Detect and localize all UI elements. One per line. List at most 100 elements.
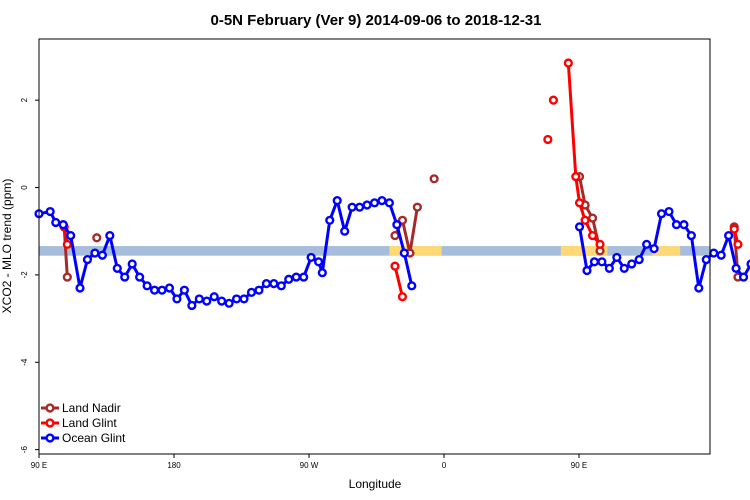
band-highlight	[652, 246, 681, 256]
ocean-glint-point	[604, 263, 614, 273]
ocean-glint-point	[45, 206, 55, 217]
ocean-glint-point	[582, 265, 592, 276]
band-highlight	[389, 246, 442, 256]
ocean-glint-point	[284, 274, 294, 284]
ocean-glint-point	[347, 202, 357, 212]
ocean-glint-point	[574, 222, 585, 232]
legend-label: Land Nadir	[62, 401, 121, 415]
chart-title: 0-5N February (Ver 9) 2014-09-06 to 2018…	[210, 12, 541, 29]
y-tick-label: 2	[20, 97, 29, 102]
land-glint-point	[548, 95, 559, 105]
ocean-glint-point	[75, 283, 85, 293]
land-glint-point	[587, 230, 598, 241]
ocean-glint-point	[701, 255, 711, 265]
ocean-glint-point	[97, 250, 107, 260]
y-tick-label: -4	[20, 358, 29, 366]
land-glint-point	[729, 224, 739, 234]
legend-item-land-nadir: Land Nadir	[41, 401, 121, 415]
legend-item-land-glint: Land Glint	[41, 416, 117, 430]
ocean-glint-point	[306, 252, 316, 263]
ocean-glint-point	[664, 206, 674, 217]
series-layer	[34, 58, 750, 311]
band-base	[39, 246, 710, 256]
land-nadir-point	[92, 233, 102, 243]
ocean-glint-point	[254, 285, 264, 295]
land-glint-point	[543, 134, 553, 145]
legend-swatch-marker	[45, 403, 55, 413]
ocean-glint-point	[90, 248, 100, 258]
land-glint-point	[563, 58, 573, 68]
ocean-glint-point	[384, 198, 395, 208]
ocean-glint-point	[82, 255, 93, 265]
ocean-glint-point	[694, 283, 704, 293]
ocean-glint-point	[135, 272, 145, 282]
ocean-glint-point	[369, 198, 380, 208]
ocean-glint-point	[746, 259, 750, 269]
land-glint-point	[733, 239, 743, 249]
ocean-glint-point	[187, 300, 197, 311]
x-axis: 90 E 180 90 W 0 90 E	[31, 454, 587, 470]
ocean-glint-point	[224, 298, 234, 308]
ocean-glint-point	[58, 220, 68, 230]
plot-frame	[38, 38, 711, 455]
y-tick-label: 0	[20, 185, 29, 190]
series-ocean-glint	[34, 196, 750, 311]
ocean-glint-point	[738, 272, 749, 282]
ocean-glint-point	[724, 230, 734, 241]
x-axis-title: Longitude	[349, 477, 402, 491]
reference-band	[39, 246, 710, 256]
ocean-glint-point	[612, 252, 622, 263]
ocean-glint-point	[627, 259, 637, 269]
ocean-glint-point	[202, 296, 212, 306]
ocean-glint-point	[679, 220, 689, 230]
ocean-glint-point	[313, 257, 324, 267]
y-axis-title: XCO2 - MLO trend (ppm)	[0, 179, 14, 314]
y-axis: 2 0 -2 -4 -6	[20, 97, 39, 453]
ocean-glint-point	[157, 285, 167, 295]
ocean-glint-point	[172, 294, 182, 304]
ocean-glint-point	[239, 294, 249, 304]
ocean-glint-point	[362, 200, 372, 210]
ocean-glint-point	[209, 292, 219, 302]
ocean-glint-point	[686, 230, 696, 241]
ocean-glint-point	[261, 279, 271, 289]
x-tick-label: 90 E	[31, 461, 47, 470]
legend-label: Land Glint	[62, 416, 117, 430]
land-glint-point	[580, 215, 590, 225]
x-tick-label: 0	[442, 461, 447, 470]
ocean-glint-point	[269, 279, 279, 289]
ocean-glint-point	[127, 259, 137, 269]
ocean-glint-point	[731, 263, 741, 273]
ocean-glint-point	[112, 263, 122, 273]
ocean-glint-point	[120, 272, 130, 282]
x-tick-label: 180	[167, 461, 181, 470]
land-nadir-point	[587, 213, 598, 223]
ocean-glint-point	[709, 248, 719, 258]
land-nadir-point	[429, 174, 439, 184]
ocean-glint-point	[149, 285, 160, 295]
ocean-glint-point	[392, 220, 402, 230]
land-glint-point	[62, 239, 72, 249]
ocean-glint-point	[299, 272, 309, 282]
legend-item-ocean-glint: Ocean Glint	[41, 431, 126, 445]
land-glint-point	[390, 261, 400, 271]
ocean-glint-point	[291, 272, 301, 282]
ocean-glint-point	[246, 287, 257, 297]
ocean-glint-point	[217, 296, 227, 306]
ocean-glint-point	[399, 248, 409, 258]
ocean-glint-point	[164, 283, 175, 293]
ocean-glint-point	[179, 285, 189, 295]
ocean-glint-point	[642, 239, 652, 249]
ocean-glint-point	[619, 263, 629, 273]
ocean-glint-point	[332, 196, 342, 206]
land-nadir-point	[62, 272, 72, 282]
ocean-glint-point	[142, 281, 152, 291]
ocean-glint-point	[194, 294, 204, 304]
ocean-glint-point	[105, 230, 115, 241]
ocean-glint-point	[589, 257, 600, 267]
ocean-glint-point	[317, 268, 327, 278]
ocean-glint-point	[597, 257, 607, 267]
ocean-glint-point	[649, 244, 659, 254]
